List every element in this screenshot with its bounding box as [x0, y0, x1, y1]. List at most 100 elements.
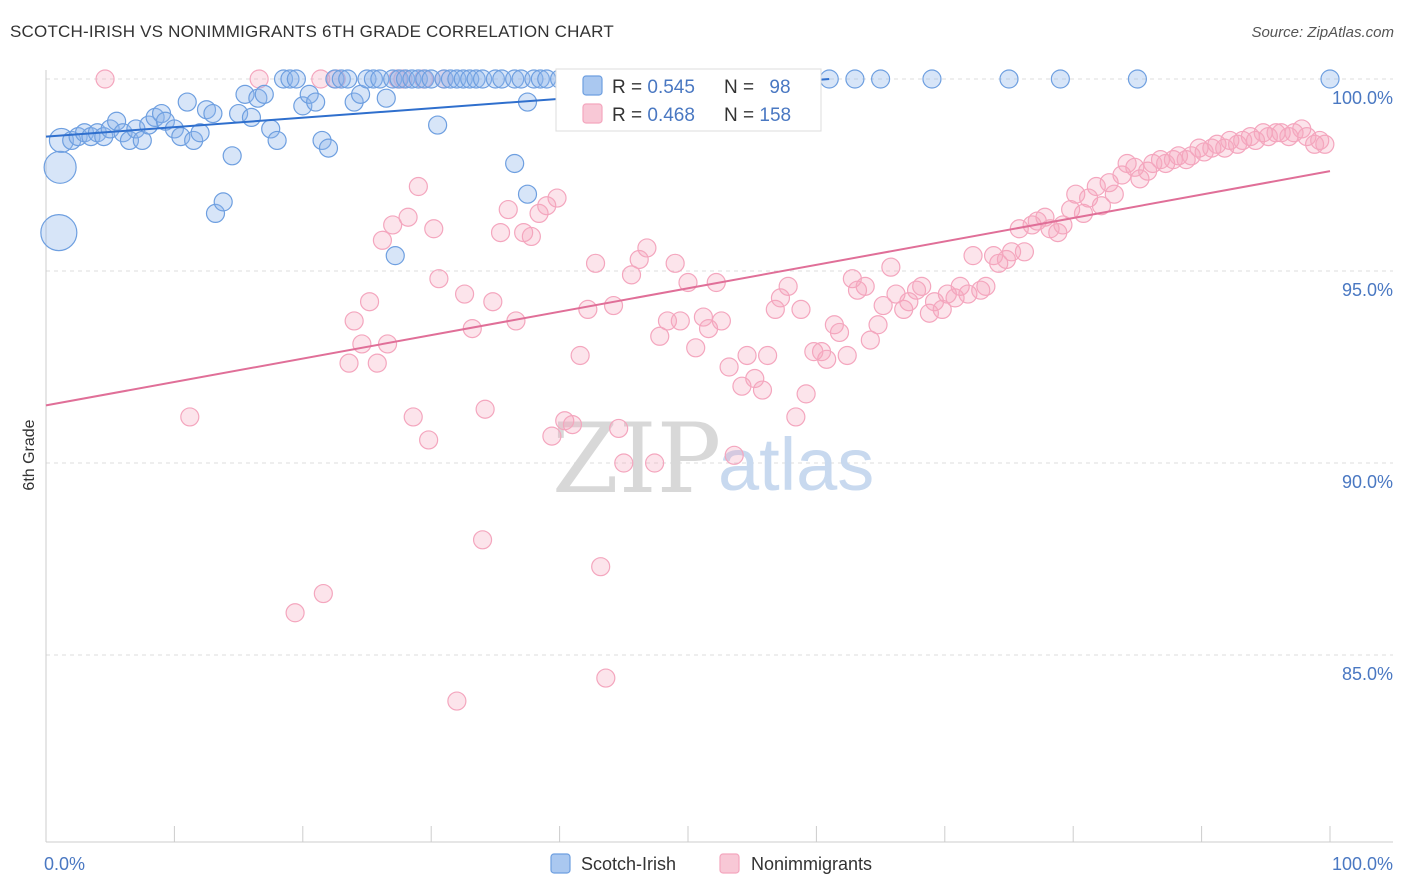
nonimmigrants-point-94 [912, 276, 932, 296]
bottom-legend: Scotch-Irish Nonimmigrants [550, 853, 872, 874]
nonimmigrants-point-155 [1304, 134, 1325, 154]
n-row-scotch-irish: N = 98 [724, 77, 791, 98]
nonimmigrants-point-124 [1104, 184, 1124, 204]
nonimmigrants-point-97 [932, 299, 952, 319]
nonimmigrants-point-64 [719, 357, 739, 377]
y-axis-label: 6th Grade [21, 419, 38, 490]
n-label-scotch-irish: N = [724, 77, 759, 98]
r-value-nonimmigrants: 0.468 [647, 105, 695, 126]
scotch-irish-point-1 [43, 150, 77, 184]
nonimmigrants-point-52 [637, 238, 657, 258]
nonimmigrants-point-5 [313, 583, 333, 604]
scotch-irish-point-45 [331, 69, 351, 89]
nonimmigrants-point-86 [860, 330, 880, 350]
nonimmigrants-point-29 [475, 399, 495, 419]
nonimmigrants-point-25 [447, 691, 467, 711]
scotch-irish-point-77 [530, 69, 550, 89]
nonimmigrants-point-28 [472, 530, 493, 550]
scotch-irish-point-73 [505, 153, 525, 174]
scotch-irish-point-67 [466, 69, 486, 89]
y-tick-labels: 100.0% 95.0% 90.0% 85.0% [1332, 88, 1393, 684]
nonimmigrants-point-63 [711, 311, 731, 331]
nonimmigrants-point-36 [529, 203, 549, 223]
legend-label-nonimmigrants: Nonimmigrants [751, 854, 872, 874]
nonimmigrants-point-46 [596, 668, 616, 688]
scotch-irish-point-35 [267, 130, 287, 151]
scotch-irish-point-98 [1320, 69, 1340, 89]
nonimmigrants-point-76 [796, 384, 816, 404]
nonimmigrants-point-85 [855, 276, 875, 296]
scotch-irish-point-11 [113, 123, 133, 143]
scotch-irish-point-92 [845, 69, 865, 89]
nonimmigrants-point-104 [976, 276, 996, 296]
nonimmigrants-point-4 [311, 69, 331, 89]
stats-swatch-scotch-irish [582, 75, 603, 96]
scotch-irish-point-47 [344, 92, 364, 112]
nonimmigrants-point-56 [665, 253, 685, 273]
nonimmigrants-point-38 [542, 426, 562, 446]
nonimmigrants-point-2 [249, 69, 269, 89]
nonimmigrants-point-26 [454, 284, 475, 304]
nonimmigrants-point-67 [737, 345, 757, 366]
nonimmigrants-point-101 [958, 284, 978, 304]
nonimmigrants-point-65 [724, 445, 744, 465]
nonimmigrants-point-72 [770, 288, 791, 308]
scotch-irish-point-9 [100, 119, 120, 139]
n-row-nonimmigrants: N = 158 [724, 105, 791, 126]
scotch-irish-point-38 [286, 69, 306, 89]
nonimmigrants-point-135 [1176, 150, 1196, 170]
nonimmigrants-trend-line [45, 170, 1331, 407]
nonimmigrants-point-19 [408, 176, 428, 197]
scotch-irish-point-93 [870, 69, 891, 89]
nonimmigrants-point-22 [424, 219, 444, 239]
nonimmigrants-point-0 [95, 69, 115, 89]
scotch-irish-point-23 [190, 123, 210, 143]
nonimmigrants-point-102 [963, 246, 983, 266]
nonimmigrants-point-87 [868, 315, 888, 335]
nonimmigrants-point-82 [837, 345, 857, 366]
y-tick-label-1: 95.0% [1342, 280, 1393, 300]
nonimmigrants-point-122 [1091, 196, 1112, 216]
scotch-irish-point-42 [312, 130, 332, 151]
nonimmigrants-point-93 [906, 280, 927, 300]
nonimmigrants-point-75 [791, 299, 811, 319]
scotch-irish-point-97 [1127, 69, 1148, 89]
nonimmigrants-point-154 [1297, 127, 1317, 147]
nonimmigrants-point-32 [498, 199, 518, 220]
r-label-scotch-irish: R = [612, 77, 647, 98]
scotch-irish-point-69 [485, 69, 505, 89]
nonimmigrants-point-49 [614, 453, 634, 473]
r-value-scotch-irish: 0.545 [647, 77, 695, 98]
scotch-irish-point-59 [415, 69, 435, 89]
axes [45, 70, 1393, 843]
stats-row-scotch-irish: R = 0.545 [612, 77, 695, 98]
x-tick-right: 100.0% [1332, 854, 1393, 874]
scotch-irish-point-19 [164, 119, 184, 139]
y-tick-label-2: 90.0% [1342, 472, 1393, 492]
nonimmigrants-point-17 [398, 207, 418, 227]
nonimmigrants-point-88 [873, 295, 893, 316]
nonimmigrants-point-69 [752, 380, 773, 400]
scotch-irish-point-43 [318, 138, 339, 158]
nonimmigrants-point-121 [1086, 176, 1106, 197]
nonimmigrants-point-41 [562, 415, 583, 435]
nonimmigrants-point-43 [578, 299, 598, 319]
nonimmigrants-point-53 [645, 453, 665, 473]
scotch-irish-point-27 [213, 192, 233, 212]
stats-legend: R = 0.545 N = 98 R = 0.468 N = 158 [555, 68, 822, 132]
nonimmigrants-point-81 [829, 322, 850, 343]
nonimmigrants-point-95 [919, 303, 939, 323]
scotch-irish-point-28 [222, 146, 242, 166]
scotch-irish-point-94 [922, 69, 942, 89]
n-value-nonimmigrants: 158 [759, 105, 791, 126]
nonimmigrants-point-3 [285, 603, 305, 623]
scotch-irish-point-25 [203, 103, 223, 124]
nonimmigrants-point-70 [758, 345, 778, 366]
stats-swatch-nonimmigrants [582, 103, 603, 124]
scotch-irish-point-61 [428, 115, 448, 135]
nonimmigrants-point-89 [881, 257, 901, 277]
scotch-irish-point-46 [338, 69, 358, 89]
x-tick-labels: 0.0% 100.0% [44, 854, 1393, 874]
nonimmigrants-point-23 [429, 269, 449, 289]
